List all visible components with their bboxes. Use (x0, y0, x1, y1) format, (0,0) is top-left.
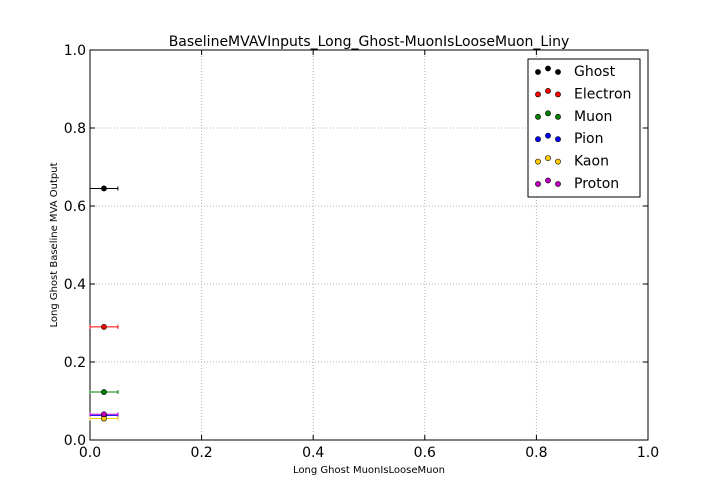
x-tick-label: 0.0 (79, 445, 101, 461)
legend-marker-muon (555, 113, 561, 120)
legend-marker-pion (545, 132, 551, 139)
x-tick-label: 1.0 (637, 445, 659, 461)
chart-title: BaselineMVAVInputs_Long_Ghost-MuonIsLoos… (169, 34, 570, 50)
legend-marker-pion (535, 136, 541, 143)
legend-marker-electron (555, 91, 561, 98)
legend-marker-electron (535, 91, 541, 98)
y-tick-label: 0.6 (64, 199, 86, 215)
legend-marker-pion (555, 136, 561, 143)
y-tick-label: 0.4 (64, 277, 86, 293)
point-electron (101, 323, 107, 330)
y-tick-label: 1.0 (64, 43, 86, 59)
x-tick-label: 0.8 (525, 445, 547, 461)
legend-marker-muon (535, 113, 541, 120)
legend: Ghost Electron Muon Pion Kaon Proton (527, 58, 641, 198)
y-tick-label: 0.0 (64, 433, 86, 449)
legend-marker-proton (545, 177, 551, 184)
legend-label-muon: Muon (574, 109, 612, 125)
y-tick-label: 0.8 (64, 121, 86, 137)
point-muon (101, 389, 107, 395)
legend-marker-muon (545, 110, 551, 117)
x-tick-label: 0.2 (190, 445, 212, 461)
plot-frame (89, 49, 649, 441)
y-tick-label: 0.2 (64, 355, 86, 371)
legend-label-ghost: Ghost (574, 64, 616, 80)
tick-layer: 0.0 0.2 0.4 0.6 0.8 1.0 0.0 0.2 0.4 0.6 0.8 1.0 (64, 43, 659, 461)
legend-marker-proton (535, 181, 541, 187)
legend-marker-electron (545, 88, 551, 94)
legend-marker-ghost (545, 65, 551, 72)
y-axis-label: Long Ghost Baseline MVA Output (49, 162, 60, 327)
legend-marker-kaon (535, 158, 541, 165)
legend-marker-kaon (555, 158, 561, 165)
legend-marker-ghost (555, 69, 561, 75)
legend-label-proton: Proton (574, 176, 619, 192)
x-axis-label: Long Ghost MuonIsLooseMuon (293, 465, 445, 476)
legend-label-kaon: Kaon (574, 154, 609, 170)
legend-marker-ghost (535, 69, 541, 75)
legend-label-electron: Electron (574, 86, 631, 102)
point-ghost (101, 185, 107, 192)
point-proton (101, 411, 107, 418)
legend-label-pion: Pion (574, 131, 603, 147)
legend-marker-proton (555, 181, 561, 187)
x-tick-label: 0.4 (302, 445, 324, 461)
x-tick-label: 0.6 (414, 445, 436, 461)
legend-marker-kaon (545, 155, 551, 161)
data-layer (89, 185, 119, 422)
legend-frame (527, 58, 641, 198)
